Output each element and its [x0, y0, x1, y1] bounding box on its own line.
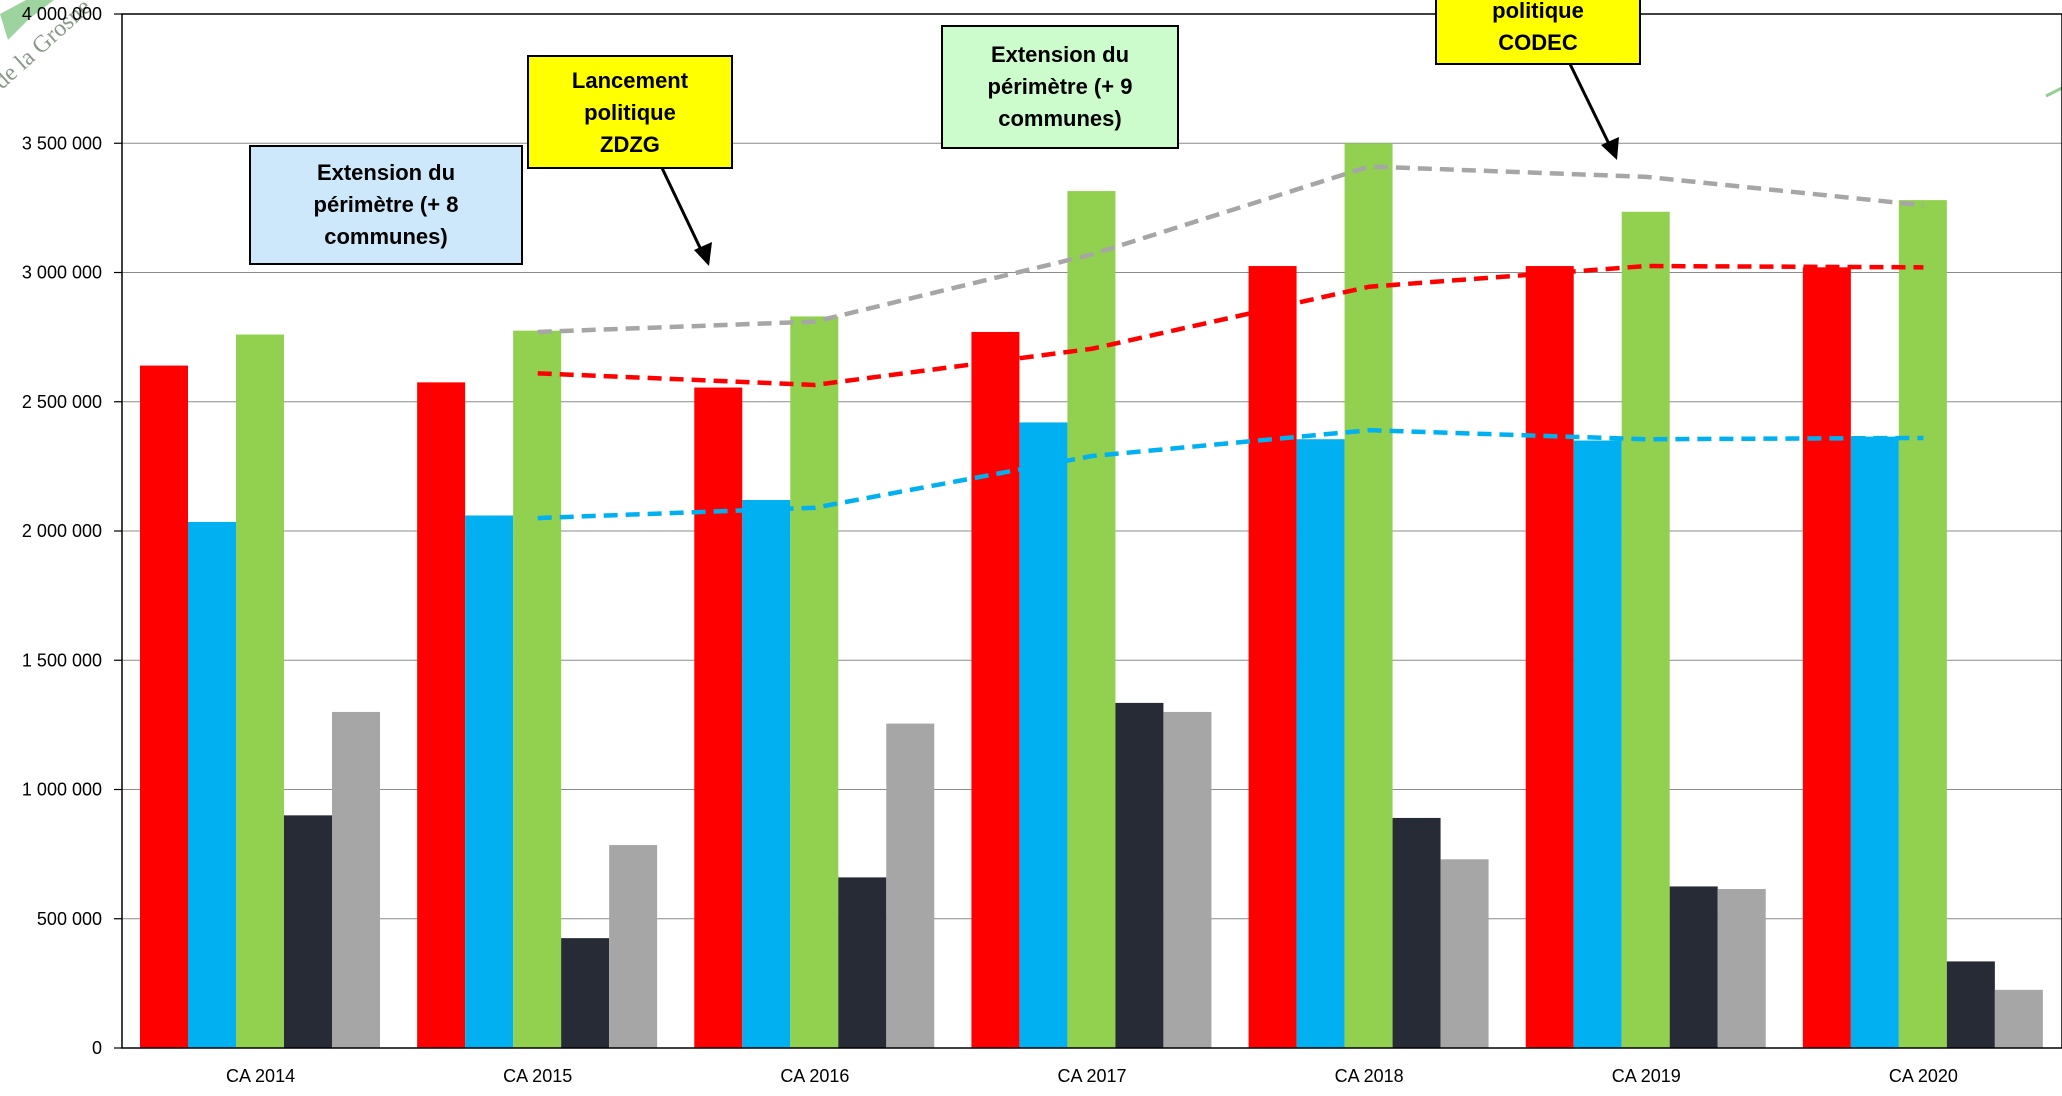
bar	[465, 515, 514, 1048]
annotation-box	[1435, 0, 1641, 65]
annotation-extension-8: Extension du périmètre (+ 8 communes)	[249, 145, 523, 265]
bars	[140, 143, 2043, 1049]
annotation-box	[941, 25, 1179, 149]
bar	[1525, 266, 1574, 1049]
y-tick-label: 3 500 000	[22, 133, 102, 153]
y-tick-label: 500 000	[37, 909, 102, 929]
bar	[332, 711, 380, 1048]
y-tick-label: 2 500 000	[22, 392, 102, 412]
bar	[188, 521, 236, 1048]
y-axis-ticks: 0 500 000 1 000 000 1 500 000 2 000 000 2 500…	[22, 4, 122, 1058]
bar	[1946, 961, 1995, 1048]
bar	[1850, 436, 1899, 1049]
annotation-line: politique	[584, 100, 676, 125]
x-tick-label: CA 2018	[1335, 1066, 1404, 1086]
bar	[790, 316, 839, 1048]
annotation-arrow	[1568, 63, 1612, 147]
x-tick-label: CA 2014	[226, 1066, 295, 1086]
annotation-line: CODEC	[1498, 30, 1578, 55]
bar	[284, 815, 332, 1048]
trend-line	[537, 164, 1924, 335]
annotation-line: communes)	[998, 106, 1121, 131]
x-tick-label: CA 2016	[780, 1066, 849, 1086]
annotation-line: ZDZG	[600, 132, 660, 157]
bar	[561, 938, 610, 1048]
x-tick-label: CA 2019	[1612, 1066, 1681, 1086]
bar	[1296, 439, 1345, 1048]
y-tick-label: 1 500 000	[22, 650, 102, 670]
bar	[1392, 817, 1441, 1048]
bar	[513, 330, 562, 1049]
bar	[1067, 191, 1116, 1048]
bar	[838, 877, 887, 1048]
annotation-extension-9: Extension du périmètre (+ 9 communes)	[941, 25, 1179, 149]
bar	[971, 331, 1020, 1049]
bar	[1669, 886, 1718, 1048]
x-tick-label: CA 2020	[1889, 1066, 1958, 1086]
trend-line	[537, 427, 1924, 521]
bar	[1802, 267, 1851, 1049]
bar	[236, 334, 284, 1048]
annotation-codec: politique CODEC	[1435, 0, 1641, 160]
bar	[1163, 711, 1212, 1048]
bar	[886, 723, 935, 1048]
annotation-arrowhead	[1601, 137, 1619, 160]
annotation-line: Extension du	[317, 160, 455, 185]
annotation-line: périmètre (+ 9	[988, 74, 1133, 99]
trend-line	[537, 263, 1924, 388]
annotation-line: Extension du	[991, 42, 1129, 67]
bar	[140, 365, 188, 1048]
watermark-logo-edge	[2045, 86, 2062, 98]
annotation-line: Lancement	[572, 68, 689, 93]
trend-lines	[537, 164, 1924, 521]
bar	[1344, 143, 1393, 1048]
bar	[742, 499, 791, 1049]
annotation-line: périmètre (+ 8	[314, 192, 459, 217]
bar	[1621, 211, 1670, 1048]
x-tick-label: CA 2015	[503, 1066, 572, 1086]
y-tick-label: 2 000 000	[22, 521, 102, 541]
y-tick-label: 3 000 000	[22, 263, 102, 283]
bar	[609, 845, 658, 1048]
annotation-box	[527, 55, 733, 169]
annotation-box	[249, 145, 523, 265]
annotation-arrow	[660, 167, 705, 255]
bar	[417, 382, 466, 1048]
annotation-arrowhead	[694, 242, 712, 266]
annotation-line: politique	[1492, 0, 1584, 23]
bar	[1440, 859, 1489, 1048]
y-tick-label: 1 000 000	[22, 780, 102, 800]
bar	[1898, 200, 1947, 1048]
bar	[1248, 266, 1297, 1049]
x-tick-label: CA 2017	[1057, 1066, 1126, 1086]
annotation-zdzg: Lancement politique ZDZG	[527, 55, 733, 266]
y-tick-label: 0	[92, 1038, 102, 1058]
bar	[694, 387, 743, 1049]
annotation-line: communes)	[324, 224, 447, 249]
bar	[1717, 889, 1766, 1048]
bar	[1019, 422, 1068, 1048]
bar	[1115, 702, 1164, 1048]
bar	[1573, 440, 1622, 1048]
bar	[1994, 989, 2043, 1048]
x-axis-ticks: CA 2014 CA 2015 CA 2016 CA 2017 CA 2018 CA 20…	[226, 1066, 1958, 1086]
y-tick-label: 4 000 000	[22, 4, 102, 24]
